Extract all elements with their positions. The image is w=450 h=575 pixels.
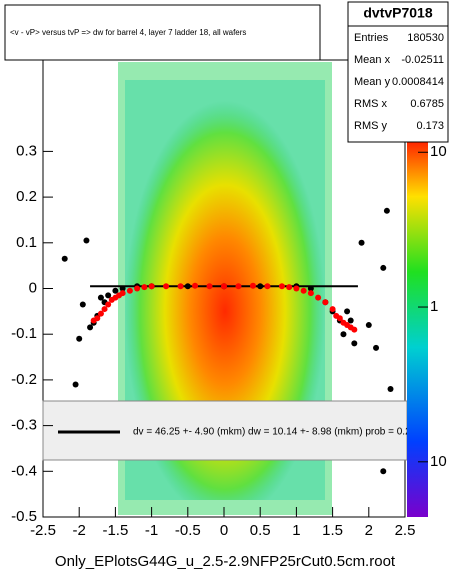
data-point: [83, 237, 90, 244]
data-point: [134, 285, 141, 292]
color-bar: [407, 140, 428, 517]
data-point: [61, 255, 68, 262]
stats-label: Entries: [354, 32, 389, 44]
data-point: [373, 344, 380, 351]
data-point: [249, 282, 256, 289]
data-point: [336, 315, 343, 322]
data-point: [94, 315, 101, 322]
data-point: [76, 335, 83, 342]
data-point: [286, 284, 293, 291]
y-tick-label: -0.2: [11, 371, 37, 388]
data-point: [148, 283, 155, 290]
stats-value: 0.0008414: [392, 76, 444, 88]
data-point: [365, 322, 372, 329]
y-tick-label: -0.4: [11, 462, 37, 479]
x-tick-label: 1.5: [322, 522, 343, 539]
x-tick-label: -1: [145, 522, 158, 539]
stats-value: 180530: [407, 32, 444, 44]
data-point: [329, 306, 336, 313]
data-point: [278, 283, 285, 290]
data-point: [221, 283, 227, 290]
data-point: [383, 207, 390, 214]
data-point: [344, 308, 351, 315]
stats-title: dvtvP7018: [363, 5, 432, 21]
z-tick-label: 10: [430, 143, 447, 160]
stats-value: 0.173: [416, 120, 444, 132]
data-point: [87, 324, 94, 331]
data-point: [235, 283, 242, 290]
data-point: [307, 285, 314, 292]
data-point: [300, 287, 307, 294]
data-point: [380, 264, 387, 271]
stats-label: RMS x: [354, 98, 388, 110]
data-point: [177, 283, 184, 290]
data-point: [101, 306, 108, 313]
data-point: [293, 285, 300, 292]
data-point: [105, 301, 112, 308]
data-point: [192, 282, 199, 289]
data-point: [340, 331, 347, 338]
x-tick-label: -0.5: [175, 522, 201, 539]
data-point: [315, 294, 322, 301]
y-tick-label: -0.3: [11, 417, 37, 434]
data-point: [184, 283, 191, 290]
data-point: [351, 340, 358, 347]
data-point: [119, 285, 126, 292]
data-point: [97, 294, 104, 301]
data-point: [105, 292, 112, 299]
data-point: [358, 239, 365, 246]
z-tick-label: 1: [430, 298, 438, 315]
data-point: [79, 301, 86, 308]
data-point: [322, 299, 329, 306]
x-tick-label: -2: [73, 522, 86, 539]
stats-label: Mean y: [354, 76, 391, 88]
data-point: [380, 468, 387, 475]
y-tick-label: 0.2: [16, 188, 37, 205]
data-point: [141, 284, 148, 291]
fit-text: dv = 46.25 +- 4.90 (mkm) dw = 10.14 +- 8…: [133, 427, 422, 438]
data-point: [206, 283, 213, 290]
x-tick-label: 0.5: [250, 522, 271, 539]
data-point: [97, 310, 104, 317]
stats-label: Mean x: [354, 54, 391, 66]
stats-box: [347, 1, 449, 143]
data-point: [387, 386, 394, 393]
data-point: [351, 326, 358, 333]
y-tick-label: 0.3: [16, 142, 37, 159]
y-tick-label: -0.1: [11, 325, 37, 342]
stats-value: 0.6785: [410, 98, 444, 110]
data-point: [163, 283, 170, 290]
data-point: [257, 283, 264, 290]
x-tick-label: 2: [365, 522, 373, 539]
stats-value: -0.02511: [401, 54, 444, 66]
title-box: [4, 4, 321, 61]
data-point: [307, 290, 314, 297]
data-point: [347, 317, 354, 324]
x-tick-label: 2.5: [395, 522, 416, 539]
data-point: [72, 381, 79, 388]
data-point: [264, 283, 271, 290]
y-tick-label: 0: [29, 279, 37, 296]
x-tick-label: 0: [220, 522, 228, 539]
x-tick-label: -2.5: [30, 522, 56, 539]
x-tick-label: -1.5: [102, 522, 128, 539]
z-tick-label: 10: [430, 453, 447, 470]
data-point: [119, 290, 126, 297]
stats-label: RMS y: [354, 120, 388, 132]
y-tick-label: -0.5: [11, 508, 37, 525]
data-point: [126, 287, 133, 294]
y-tick-label: 0.1: [16, 234, 37, 251]
data-point: [112, 287, 119, 294]
footer: Only_EPlotsG44G_u_2.5-2.9NFP25rCut0.5cm.…: [55, 553, 396, 570]
x-tick-label: 1: [292, 522, 300, 539]
chart-title: <v - vP> versus tvP => dw for barrel 4, …: [10, 28, 246, 37]
